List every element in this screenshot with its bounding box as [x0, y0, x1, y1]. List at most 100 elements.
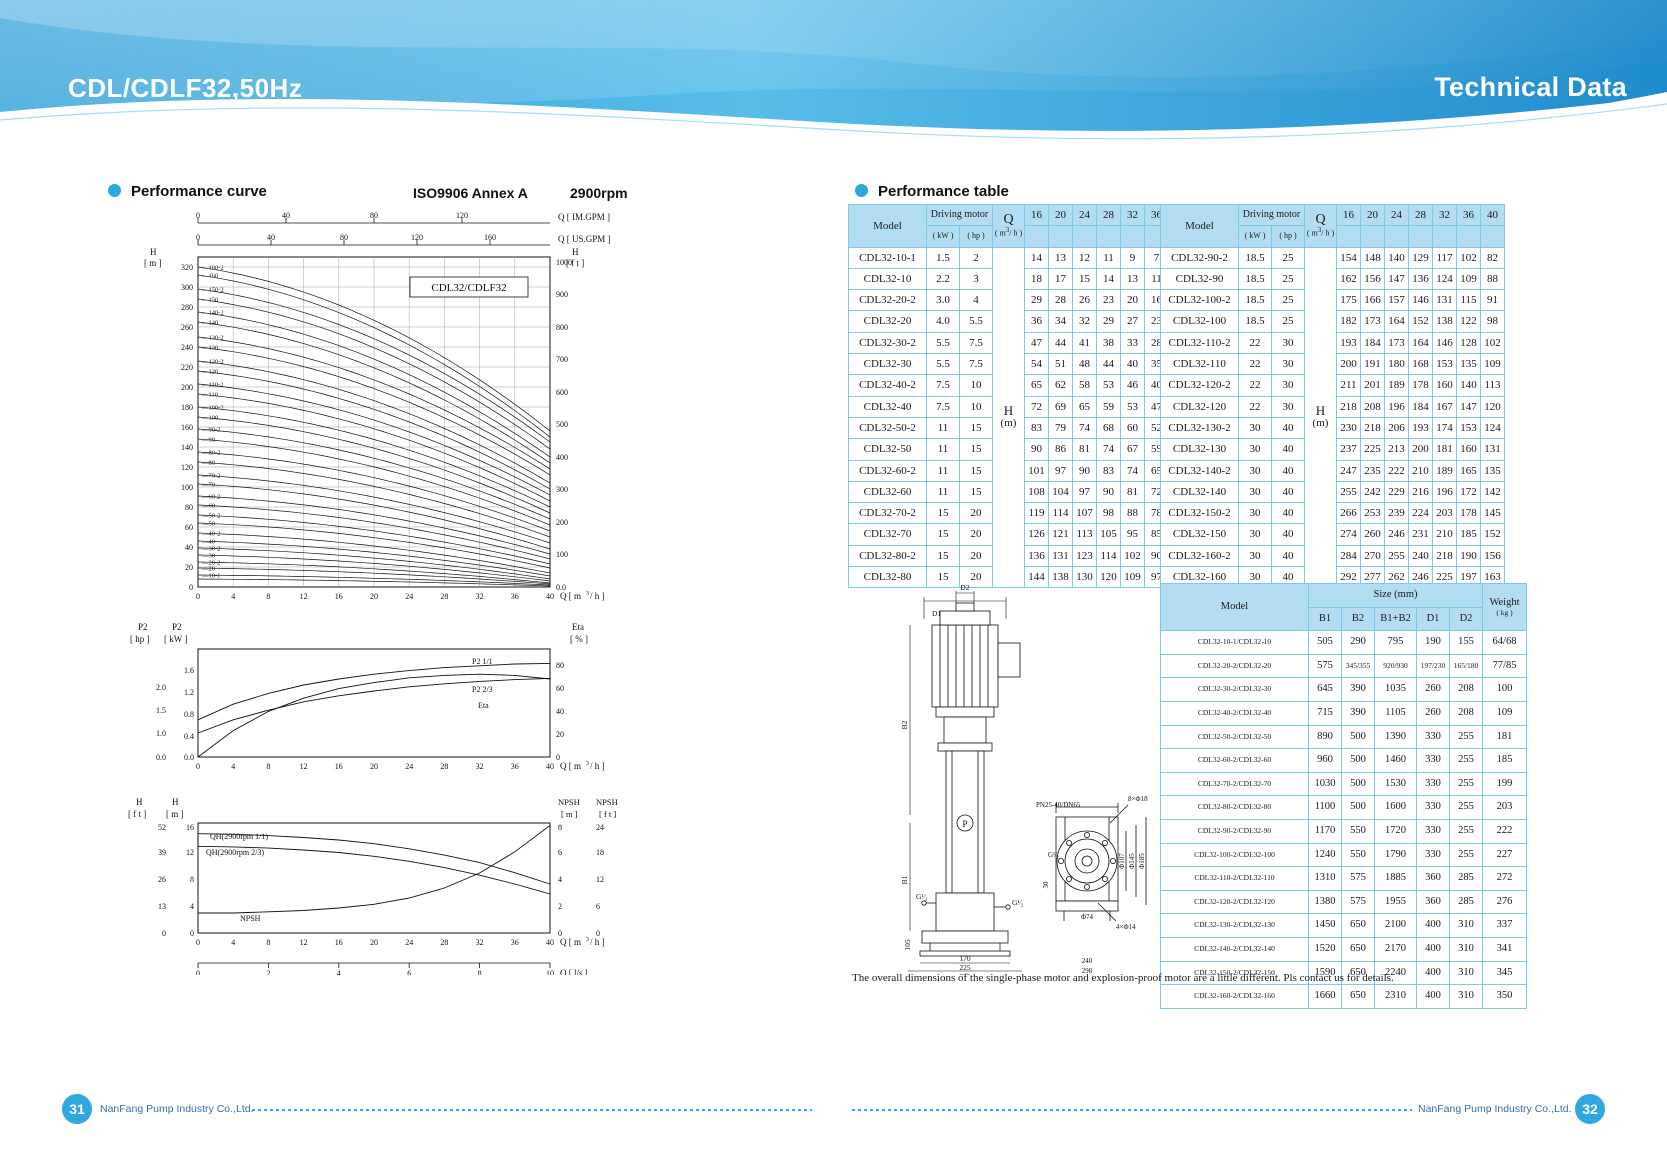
cell-kw: 7.5	[926, 374, 960, 397]
cell-head-20: 156	[1360, 267, 1385, 291]
label-8x18: 8×Φ18	[1128, 795, 1148, 803]
cell-b2: 650	[1341, 960, 1375, 986]
svg-text:12: 12	[300, 592, 308, 601]
svg-text:3: 3	[586, 937, 589, 943]
table-row: CDL32-120 22 30 218 208 196 184 167 147 120	[1160, 395, 1505, 418]
dim-30: 30	[1042, 881, 1050, 889]
svg-text:24: 24	[405, 592, 413, 601]
power-eta-chart: P2 [ hp ] P2 [ kW ] Eta [ % ] 0.0 1.0 1.5…	[130, 622, 605, 771]
table-row: CDL32-20-2/CDL32-20 575 345/355 920/930 197/…	[1160, 653, 1527, 679]
cell-head-28: 83	[1096, 459, 1121, 482]
cell-head-20: 131	[1048, 544, 1073, 568]
svg-text:26: 26	[158, 875, 166, 884]
cell-model: CDL32-50	[848, 438, 927, 461]
dim-105: 105	[903, 939, 912, 951]
svg-text:6: 6	[558, 848, 562, 857]
th-flow: Q ( m3/ h )	[1304, 204, 1337, 248]
cell-weight: 341	[1482, 936, 1527, 962]
svg-text:300: 300	[556, 485, 568, 494]
cell-head-24: 157	[1384, 289, 1409, 312]
cell-b1: 1100	[1308, 795, 1342, 820]
cell-head-20: 44	[1048, 331, 1073, 355]
th-b1b2: B1+B2	[1374, 606, 1417, 632]
cell-head-16: 200	[1336, 353, 1361, 376]
cell-kw: 11	[926, 480, 960, 504]
cell-head-40: 120	[1480, 395, 1505, 418]
cell-head-24: 222	[1384, 459, 1409, 482]
svg-text:140: 140	[181, 443, 193, 452]
table-subheader-row: ( kW ) ( hp )	[849, 225, 1193, 248]
cell-d2: 208	[1449, 700, 1483, 726]
qh-curve-label: —140	[201, 319, 218, 326]
qh-curve-160-2	[197, 266, 551, 432]
cell-model: CDL32-30-2/CDL32-30	[1160, 677, 1309, 702]
cell-head-16: 255	[1336, 480, 1361, 504]
cell-head-36: 115	[1456, 289, 1481, 312]
qh-curve-label: —20-2	[201, 559, 220, 566]
svg-text:P2: P2	[172, 622, 182, 632]
performance-charts: 0 40 80 120 Q [ IM.GPM ] 0 40 80 120 160 Q [ …	[120, 205, 720, 980]
cell-head-24: 189	[1384, 374, 1409, 397]
cell-head-16: 126	[1024, 523, 1049, 546]
cell-head-20: 28	[1048, 289, 1073, 312]
cell-kw: 18.5	[1238, 267, 1272, 291]
cell-kw: 4.0	[926, 310, 960, 333]
annotation-npsh: NPSH	[240, 914, 261, 923]
annotation-qh-11: QH(2900rpm 1/1)	[210, 832, 268, 841]
th-driving-motor: Driving motor	[1238, 203, 1305, 227]
cell-head-16: 101	[1024, 459, 1049, 482]
cell-model: CDL32-30	[848, 353, 927, 376]
table-row: CDL32-160-2 30 40 284 270 255 240 218 190 156	[1160, 544, 1505, 568]
cell-head-16: 90	[1024, 438, 1049, 461]
footer-rule-right	[852, 1109, 1412, 1111]
cell-b2: 390	[1341, 700, 1375, 726]
cell-head-36: 147	[1456, 395, 1481, 418]
cell-kw: 22	[1238, 374, 1272, 397]
cell-head-16: 18	[1024, 267, 1049, 291]
cell-b1: 960	[1308, 748, 1342, 773]
cell-head-32: 203	[1432, 502, 1457, 525]
svg-text:16: 16	[335, 938, 343, 947]
size-weight-table: Model Size (mm) Weight ( kg ) B1 B2 B1+B…	[1160, 582, 1527, 1009]
cell-head-40: 102	[1480, 331, 1505, 355]
svg-text:4: 4	[190, 902, 194, 911]
qh-curve-label: —30-2	[201, 545, 220, 552]
cell-hp: 20	[959, 502, 993, 525]
svg-text:2.0: 2.0	[156, 683, 166, 692]
svg-text:12: 12	[186, 848, 194, 857]
cell-head-40: 142	[1480, 480, 1505, 504]
cell-head-32: 196	[1432, 480, 1457, 504]
page-title: CDL/CDLF32,50Hz	[68, 73, 303, 103]
cell-head-28: 231	[1408, 523, 1433, 546]
heading-performance-table: Performance table	[855, 183, 1009, 200]
th-model: Model	[1160, 204, 1239, 248]
svg-text:8: 8	[190, 875, 194, 884]
cell-head-32: 81	[1120, 480, 1145, 504]
qh-curve-120-2	[197, 360, 551, 484]
svg-text:120: 120	[456, 211, 468, 220]
cell-head-24: 255	[1384, 544, 1409, 568]
svg-text:H: H	[172, 797, 179, 807]
cell-head-36: 190	[1456, 544, 1481, 568]
th-spacer	[1408, 225, 1433, 248]
qh-curve-label: —110-2	[201, 381, 223, 388]
cell-head-16: 29	[1024, 289, 1049, 312]
table-row: CDL32-110 22 30 200 191 180 168 153 135 109	[1160, 353, 1505, 376]
cell-head-24: 173	[1384, 331, 1409, 355]
table-row: CDL32-30-2/CDL32-30 645 390 1035 260 208 100	[1160, 677, 1527, 702]
cell-d2: 310	[1449, 984, 1483, 1009]
label-g12-b: G¹⁄₂	[1012, 898, 1024, 907]
cell-model: CDL32-40-2/CDL32-40	[1160, 700, 1309, 726]
cell-head-36: 165	[1456, 459, 1481, 482]
cell-kw: 22	[1238, 395, 1272, 418]
cell-head-20: 191	[1360, 353, 1385, 376]
cell-hp: 25	[1271, 289, 1305, 312]
cell-hp: 40	[1271, 459, 1305, 482]
cell-model: CDL32-60	[848, 480, 927, 504]
cell-hp: 30	[1271, 353, 1305, 376]
cell-weight: 276	[1482, 889, 1527, 915]
cell-head-24: 239	[1384, 502, 1409, 525]
svg-text:1000: 1000	[556, 258, 572, 267]
th-spacer	[1336, 225, 1361, 248]
cell-head-16: 83	[1024, 416, 1049, 440]
